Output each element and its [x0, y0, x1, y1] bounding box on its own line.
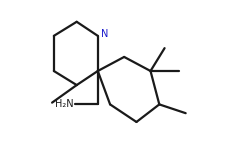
- Text: N: N: [101, 29, 109, 39]
- Text: H₂N: H₂N: [55, 99, 73, 109]
